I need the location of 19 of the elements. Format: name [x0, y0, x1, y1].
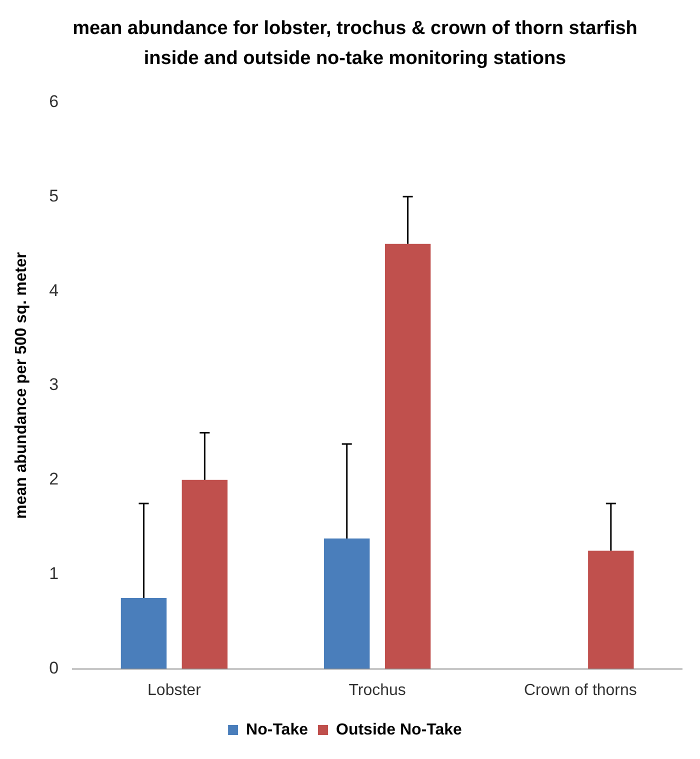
y-tick-label: 3 [49, 375, 59, 394]
bar [588, 550, 634, 669]
legend-label: No-Take [246, 721, 308, 738]
bar [120, 598, 167, 669]
x-tick-label: Trochus [348, 682, 406, 699]
y-tick-label: 4 [49, 280, 59, 300]
chart-title: mean abundance for lobster, trochus & crown of thorn starfish inside and outside no-take monitoring stations [72, 17, 638, 71]
bar [182, 480, 228, 669]
y-tick-label: 6 [49, 92, 59, 111]
x-tick-label: Crown of thorns [524, 682, 637, 699]
y-axis-title: mean abundance per 500 sq. meter [13, 252, 30, 519]
x-tick-label: Lobster [148, 682, 202, 699]
bar [384, 244, 431, 669]
y-tick-label: 2 [49, 470, 59, 489]
y-tick-label: 5 [49, 186, 59, 206]
y-tick-label: 1 [49, 564, 59, 584]
legend-label: Outside No-Take [336, 721, 462, 738]
bar [324, 538, 370, 669]
y-tick-label: 0 [49, 658, 59, 678]
